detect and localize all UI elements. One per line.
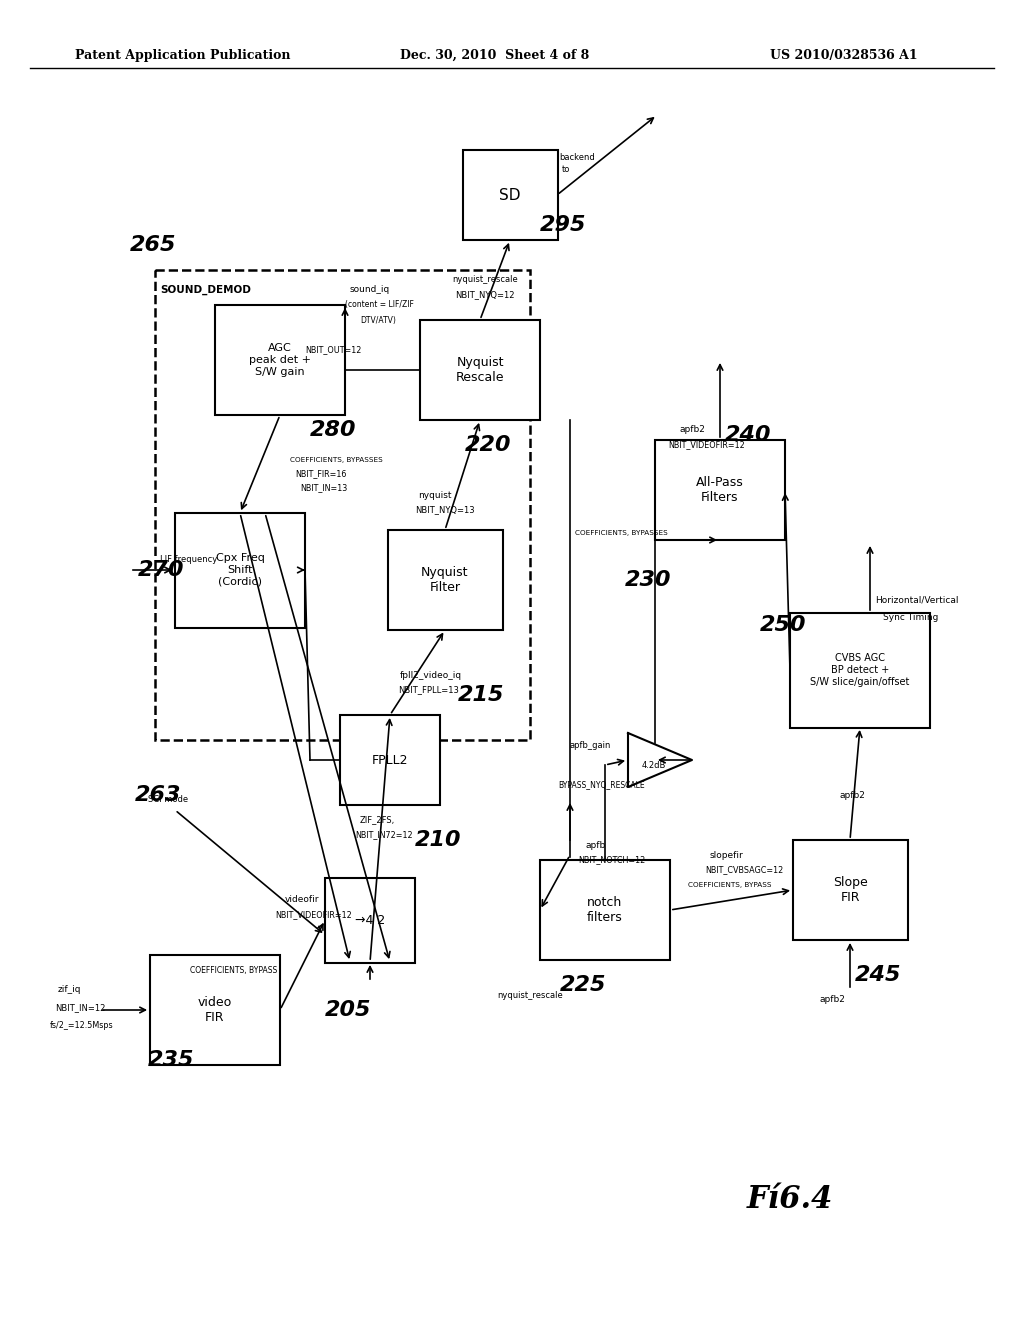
Text: apfb_gain: apfb_gain — [570, 741, 611, 750]
Text: Nyquist
Rescale: Nyquist Rescale — [456, 356, 504, 384]
Text: fpll2_video_iq: fpll2_video_iq — [400, 671, 462, 680]
Text: 215: 215 — [458, 685, 505, 705]
Text: Patent Application Publication: Patent Application Publication — [75, 49, 291, 62]
Text: Sync Timing: Sync Timing — [883, 614, 938, 623]
Text: 265: 265 — [130, 235, 176, 255]
Text: (content = LIF/ZIF: (content = LIF/ZIF — [345, 301, 414, 309]
Text: NBIT_IN72=12: NBIT_IN72=12 — [355, 830, 413, 840]
Polygon shape — [628, 733, 692, 787]
Text: 280: 280 — [310, 420, 356, 440]
FancyBboxPatch shape — [175, 512, 305, 627]
Text: SOUND_DEMOD: SOUND_DEMOD — [160, 285, 251, 296]
Text: 230: 230 — [625, 570, 672, 590]
Text: SCI mode: SCI mode — [148, 796, 188, 804]
Text: videofir: videofir — [285, 895, 319, 904]
Text: LIF frequency: LIF frequency — [160, 554, 217, 564]
Text: Slope
FIR: Slope FIR — [833, 876, 867, 904]
Text: NBIT_FIR=16: NBIT_FIR=16 — [295, 470, 346, 479]
Text: US 2010/0328536 A1: US 2010/0328536 A1 — [770, 49, 918, 62]
Text: Cpx Freq
Shift
(Cordic): Cpx Freq Shift (Cordic) — [216, 553, 264, 586]
Text: COEFFICIENTS, BYPASSES: COEFFICIENTS, BYPASSES — [575, 531, 668, 536]
Text: SD: SD — [500, 187, 521, 202]
Text: COEFFICIENTS, BYPASS: COEFFICIENTS, BYPASS — [190, 965, 278, 974]
Text: 235: 235 — [148, 1049, 195, 1071]
FancyBboxPatch shape — [150, 954, 280, 1065]
Text: nyquist: nyquist — [418, 491, 452, 499]
Text: NBIT_OUT=12: NBIT_OUT=12 — [305, 346, 361, 355]
Text: 250: 250 — [760, 615, 807, 635]
Text: Dec. 30, 2010  Sheet 4 of 8: Dec. 30, 2010 Sheet 4 of 8 — [400, 49, 589, 62]
FancyBboxPatch shape — [420, 319, 540, 420]
FancyBboxPatch shape — [540, 861, 670, 960]
Text: slopefir: slopefir — [710, 850, 743, 859]
Text: 205: 205 — [325, 1001, 372, 1020]
Text: nyquist_rescale: nyquist_rescale — [497, 990, 563, 999]
Text: FPLL2: FPLL2 — [372, 754, 409, 767]
Text: sound_iq: sound_iq — [350, 285, 390, 294]
Text: 225: 225 — [560, 975, 606, 995]
Text: NBIT_NYQ=13: NBIT_NYQ=13 — [415, 506, 475, 515]
Text: fs/2_=12.5Msps: fs/2_=12.5Msps — [50, 1020, 114, 1030]
Text: apfb2: apfb2 — [840, 791, 866, 800]
FancyBboxPatch shape — [463, 150, 557, 240]
Text: 240: 240 — [725, 425, 771, 445]
Text: zif_iq: zif_iq — [58, 986, 82, 994]
Text: NBIT_VIDEOFIR=12: NBIT_VIDEOFIR=12 — [668, 441, 744, 450]
Text: NBIT_VIDEOFIR=12: NBIT_VIDEOFIR=12 — [275, 911, 352, 920]
Text: 4.2dB: 4.2dB — [642, 760, 667, 770]
FancyBboxPatch shape — [790, 612, 930, 727]
Text: 270: 270 — [138, 560, 184, 579]
Text: NBIT_CVBSAGC=12: NBIT_CVBSAGC=12 — [705, 866, 783, 874]
Text: NBIT_FPLL=13: NBIT_FPLL=13 — [398, 685, 459, 694]
Text: apfb: apfb — [585, 841, 605, 850]
Text: CVBS AGC
BP detect +
S/W slice/gain/offset: CVBS AGC BP detect + S/W slice/gain/offs… — [810, 653, 909, 686]
Text: DTV/ATV): DTV/ATV) — [360, 315, 396, 325]
Text: 220: 220 — [465, 436, 512, 455]
Text: BYPASS_NYQ_RESCALE: BYPASS_NYQ_RESCALE — [558, 780, 645, 789]
Text: nyquist_rescale: nyquist_rescale — [452, 276, 518, 285]
Text: video
FIR: video FIR — [198, 997, 232, 1024]
FancyBboxPatch shape — [793, 840, 907, 940]
Text: All-Pass
Filters: All-Pass Filters — [696, 477, 743, 504]
FancyBboxPatch shape — [387, 531, 503, 630]
FancyBboxPatch shape — [655, 440, 785, 540]
Text: 295: 295 — [540, 215, 587, 235]
Text: 263: 263 — [135, 785, 181, 805]
Text: apfb2: apfb2 — [680, 425, 706, 434]
Text: COEFFICIENTS, BYPASS: COEFFICIENTS, BYPASS — [688, 882, 771, 888]
Text: backend: backend — [559, 153, 595, 161]
Text: ZIF_2FS,: ZIF_2FS, — [360, 816, 395, 825]
Text: Horizontal/Vertical: Horizontal/Vertical — [874, 595, 958, 605]
Text: NBIT_IN=13: NBIT_IN=13 — [300, 483, 347, 492]
Text: Fí6.4: Fí6.4 — [746, 1184, 834, 1216]
Text: AGC
peak det +
S/W gain: AGC peak det + S/W gain — [249, 343, 311, 376]
Text: apfb2: apfb2 — [820, 995, 846, 1005]
Text: 245: 245 — [855, 965, 901, 985]
Text: to: to — [562, 165, 570, 174]
Text: NBIT_NOTCH=12: NBIT_NOTCH=12 — [578, 855, 645, 865]
FancyBboxPatch shape — [215, 305, 345, 414]
Text: notch
filters: notch filters — [587, 896, 623, 924]
FancyBboxPatch shape — [340, 715, 440, 805]
Text: Nyquist
Filter: Nyquist Filter — [421, 566, 469, 594]
Text: COEFFICIENTS, BYPASSES: COEFFICIENTS, BYPASSES — [290, 457, 383, 463]
Text: NBIT_IN=12: NBIT_IN=12 — [55, 1003, 105, 1012]
Text: 210: 210 — [415, 830, 462, 850]
FancyBboxPatch shape — [325, 878, 415, 962]
Text: →4 2: →4 2 — [355, 913, 385, 927]
Text: NBIT_NYQ=12: NBIT_NYQ=12 — [455, 290, 514, 300]
